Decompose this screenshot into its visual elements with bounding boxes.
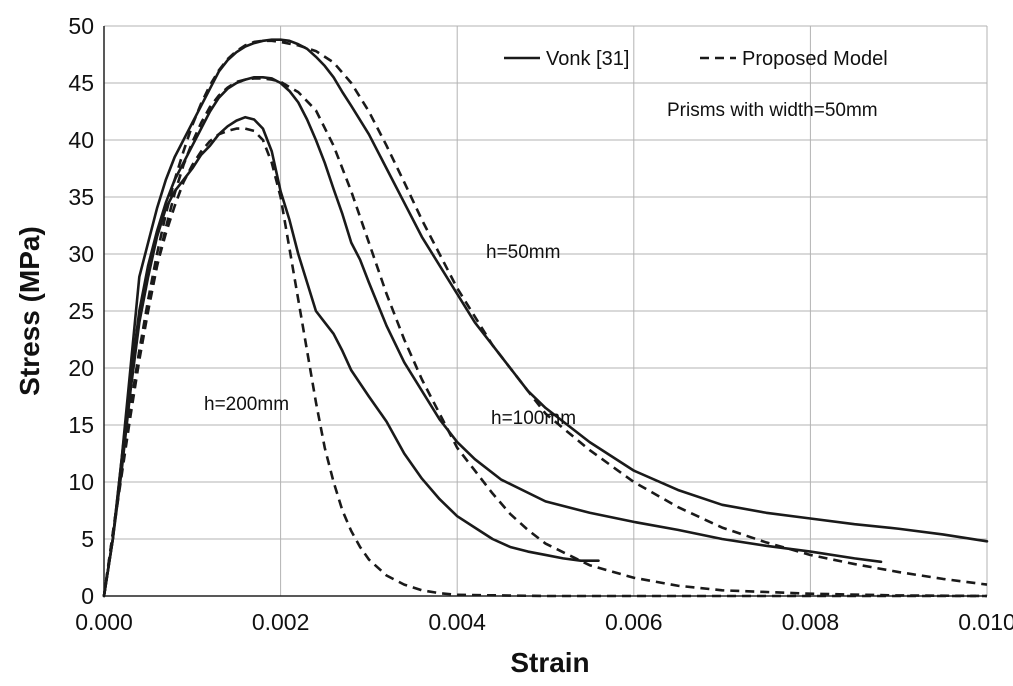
y-tick-label: 40: [68, 127, 94, 153]
y-tick-label: 10: [68, 469, 94, 495]
curve-h-50mm-dashed: [102, 39, 988, 597]
curve-h-100mm-dashed: [102, 77, 988, 598]
legend-label-proposed-model: Proposed Model: [742, 48, 888, 70]
y-tick-label: 0: [81, 583, 94, 609]
x-tick-label: 0.010: [958, 609, 1013, 635]
y-tick-labels: 0 5 10 15 20 25 30 35 40 45 50: [68, 13, 94, 609]
y-tick-label: 5: [81, 526, 94, 552]
grid-lines: [104, 25, 988, 596]
curve-h-50mm-solid: [102, 38, 989, 598]
annotation-h50: h=50mm: [486, 242, 560, 263]
y-axis-title: Stress (MPa): [14, 226, 45, 396]
y-tick-label: 30: [68, 241, 94, 267]
curve-h-200mm-solid: [102, 115, 600, 598]
x-tick-label: 0.008: [782, 609, 840, 635]
x-tick-labels: 0.000 0.002 0.004 0.006 0.008 0.010: [75, 609, 1013, 635]
legend-label-vonk: Vonk [31]: [546, 48, 629, 70]
x-tick-label: 0.002: [252, 609, 310, 635]
y-tick-label: 45: [68, 70, 94, 96]
x-tick-label: 0.004: [428, 609, 486, 635]
annotation-prisms-width: Prisms with width=50mm: [667, 100, 878, 121]
y-tick-label: 35: [68, 184, 94, 210]
x-tick-label: 0.006: [605, 609, 663, 635]
legend: Vonk [31] Proposed Model: [504, 48, 888, 70]
annotation-h100: h=100mm: [491, 408, 576, 429]
y-tick-label: 50: [68, 13, 94, 39]
y-tick-label: 25: [68, 298, 94, 324]
curve-h-200mm-dashed: [102, 127, 987, 598]
x-axis-title: Strain: [510, 647, 589, 678]
y-tick-label: 20: [68, 355, 94, 381]
x-tick-label: 0.000: [75, 609, 133, 635]
annotation-h200: h=200mm: [204, 394, 289, 415]
series-layer: [102, 38, 989, 598]
curve-h-100mm-solid: [102, 76, 883, 598]
y-tick-label: 15: [68, 412, 94, 438]
